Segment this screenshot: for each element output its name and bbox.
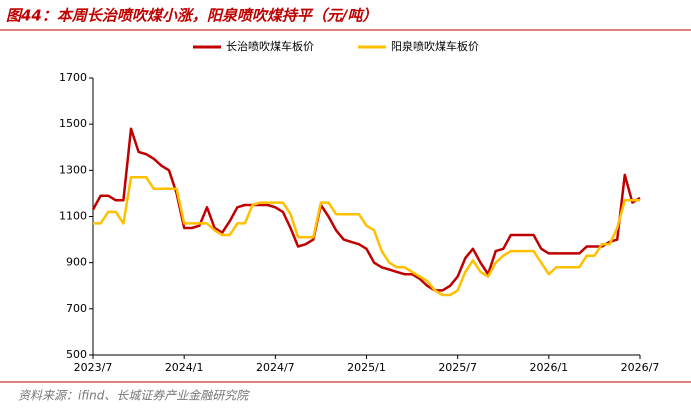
legend-label: 阳泉喷吹煤车板价 — [391, 39, 479, 53]
x-tick-label: 2025/7 — [438, 361, 477, 374]
x-tick-label: 2023/7 — [74, 361, 113, 374]
series-line — [91, 127, 641, 292]
y-tick-label: 1500 — [59, 117, 87, 130]
x-tick-label: 2024/1 — [165, 361, 204, 374]
x-tick-label: 2026/7 — [621, 361, 660, 374]
y-tick-label: 1300 — [59, 163, 87, 176]
chart-title: 图44：本周长治喷吹煤小涨，阳泉喷吹煤持平（元/吨） — [6, 7, 377, 25]
legend-label: 长治喷吹煤车板价 — [226, 39, 314, 53]
y-tick-label: 1700 — [59, 71, 87, 84]
y-tick-label: 900 — [66, 256, 87, 269]
y-tick-label: 1100 — [59, 210, 87, 223]
x-tick-label: 2025/1 — [347, 361, 386, 374]
source: 资料来源：ifind、长城证券产业金融研究院 — [18, 389, 250, 403]
series-line — [93, 176, 640, 297]
y-tick-label: 700 — [66, 302, 87, 315]
y-tick-label: 500 — [66, 348, 87, 361]
x-tick-label: 2026/1 — [529, 361, 568, 374]
x-tick-label: 2024/7 — [256, 361, 295, 374]
